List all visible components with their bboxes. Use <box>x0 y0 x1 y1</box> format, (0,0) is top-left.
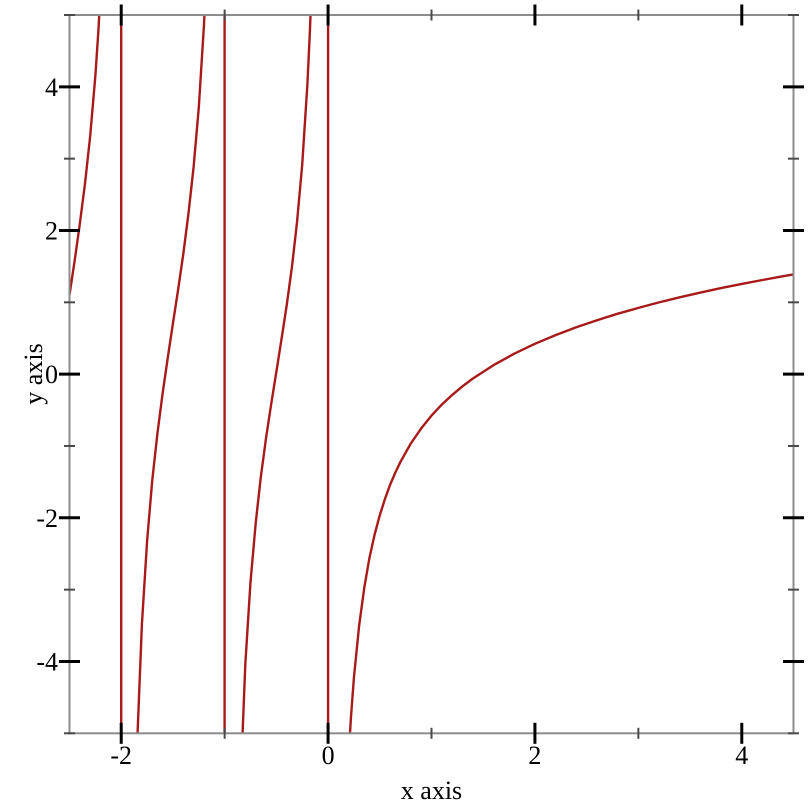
x-axis-label: x axis <box>400 776 463 805</box>
digamma-curve-branch <box>69 15 101 297</box>
x-tick-label: 0 <box>322 741 335 770</box>
digamma-curve-branch <box>241 15 312 734</box>
y-tick-label: -4 <box>36 648 58 677</box>
plot-frame <box>68 14 795 735</box>
x-tick-label: 2 <box>528 741 541 770</box>
digamma-curve-branch <box>348 273 794 734</box>
y-tick-label: -2 <box>36 504 58 533</box>
y-tick-label: 2 <box>45 217 58 246</box>
x-tick-label: -2 <box>110 741 132 770</box>
y-tick-label: 4 <box>45 73 58 102</box>
digamma-curve-branch <box>136 15 206 734</box>
y-axis-label: y axis <box>19 343 48 405</box>
y-tick-label: 0 <box>45 360 58 389</box>
x-tick-label: 4 <box>735 741 748 770</box>
